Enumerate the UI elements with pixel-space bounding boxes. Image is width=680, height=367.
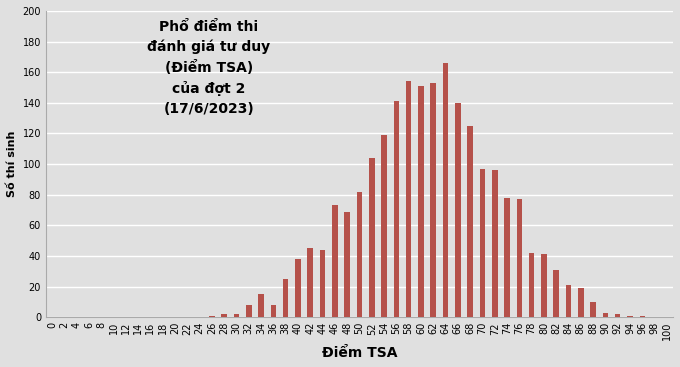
Bar (258, 294, 264, 317)
Bar (234, 314, 239, 317)
Bar (529, 253, 534, 317)
Bar (406, 81, 411, 317)
Bar (320, 250, 325, 317)
Bar (394, 101, 399, 317)
Bar (541, 254, 547, 317)
Bar (578, 288, 583, 317)
Bar (369, 158, 375, 317)
Bar (517, 199, 522, 317)
Bar (505, 198, 510, 317)
Bar (283, 279, 288, 317)
Bar (418, 86, 424, 317)
Bar (430, 83, 436, 317)
Bar (332, 206, 338, 317)
Bar (467, 126, 473, 317)
Bar (479, 169, 486, 317)
Bar (615, 314, 620, 317)
Bar (222, 314, 227, 317)
Bar (443, 63, 448, 317)
X-axis label: Điểm TSA: Điểm TSA (322, 346, 397, 360)
Bar (344, 212, 350, 317)
Bar (640, 316, 645, 317)
Bar (295, 259, 301, 317)
Bar (602, 313, 608, 317)
Bar (627, 316, 633, 317)
Bar (381, 135, 387, 317)
Bar (554, 270, 559, 317)
Bar (455, 103, 460, 317)
Bar (209, 316, 215, 317)
Text: Phổ điểm thi
đánh giá tư duy
(Điểm TSA)
của đợt 2
(17/6/2023): Phổ điểm thi đánh giá tư duy (Điểm TSA) … (148, 20, 271, 116)
Bar (566, 285, 571, 317)
Bar (307, 248, 313, 317)
Bar (246, 305, 252, 317)
Y-axis label: Số thí sinh: Số thí sinh (7, 131, 17, 197)
Bar (492, 170, 498, 317)
Bar (357, 192, 362, 317)
Bar (271, 305, 276, 317)
Bar (590, 302, 596, 317)
